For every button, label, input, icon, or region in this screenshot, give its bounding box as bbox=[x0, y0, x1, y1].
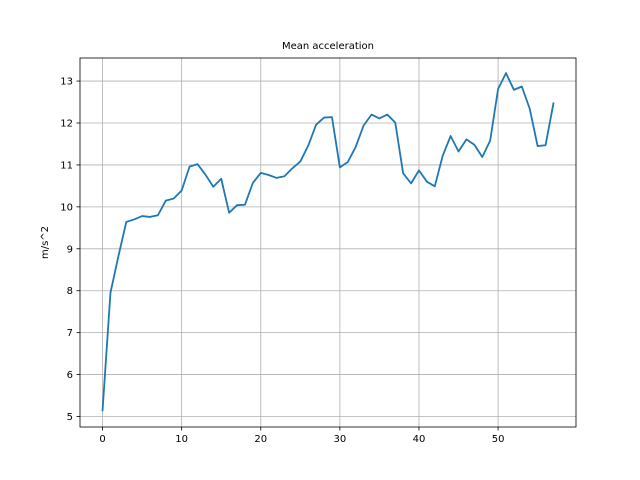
y-tick-label-4: 9 bbox=[67, 244, 73, 255]
x-tick-label-0: 0 bbox=[99, 434, 105, 445]
y-tick-label-7: 12 bbox=[60, 118, 73, 129]
chart-title: Mean acceleration bbox=[282, 41, 374, 52]
x-tick-label-5: 50 bbox=[492, 434, 505, 445]
axes-frame bbox=[79, 57, 577, 428]
y-tick-label-6: 11 bbox=[60, 160, 73, 171]
axis-ticks: 0 10 20 30 40 50 5 6 7 8 9 10 11 12 13 bbox=[60, 77, 504, 445]
y-tick-label-0: 5 bbox=[67, 412, 73, 423]
y-tick-label-2: 7 bbox=[67, 328, 73, 339]
x-tick-label-3: 30 bbox=[333, 434, 346, 445]
y-tick-label-3: 8 bbox=[67, 286, 73, 297]
y-axis-label: m/s^2 bbox=[40, 226, 51, 259]
y-tick-label-5: 10 bbox=[60, 202, 73, 213]
x-tick-label-1: 10 bbox=[175, 434, 188, 445]
x-tick-label-2: 20 bbox=[254, 434, 267, 445]
y-tick-label-1: 6 bbox=[67, 370, 73, 381]
grid bbox=[80, 58, 576, 427]
x-tick-label-4: 40 bbox=[413, 434, 426, 445]
plot-area bbox=[101, 72, 555, 412]
y-tick-label-8: 13 bbox=[60, 77, 73, 88]
series-line-0 bbox=[101, 72, 555, 412]
